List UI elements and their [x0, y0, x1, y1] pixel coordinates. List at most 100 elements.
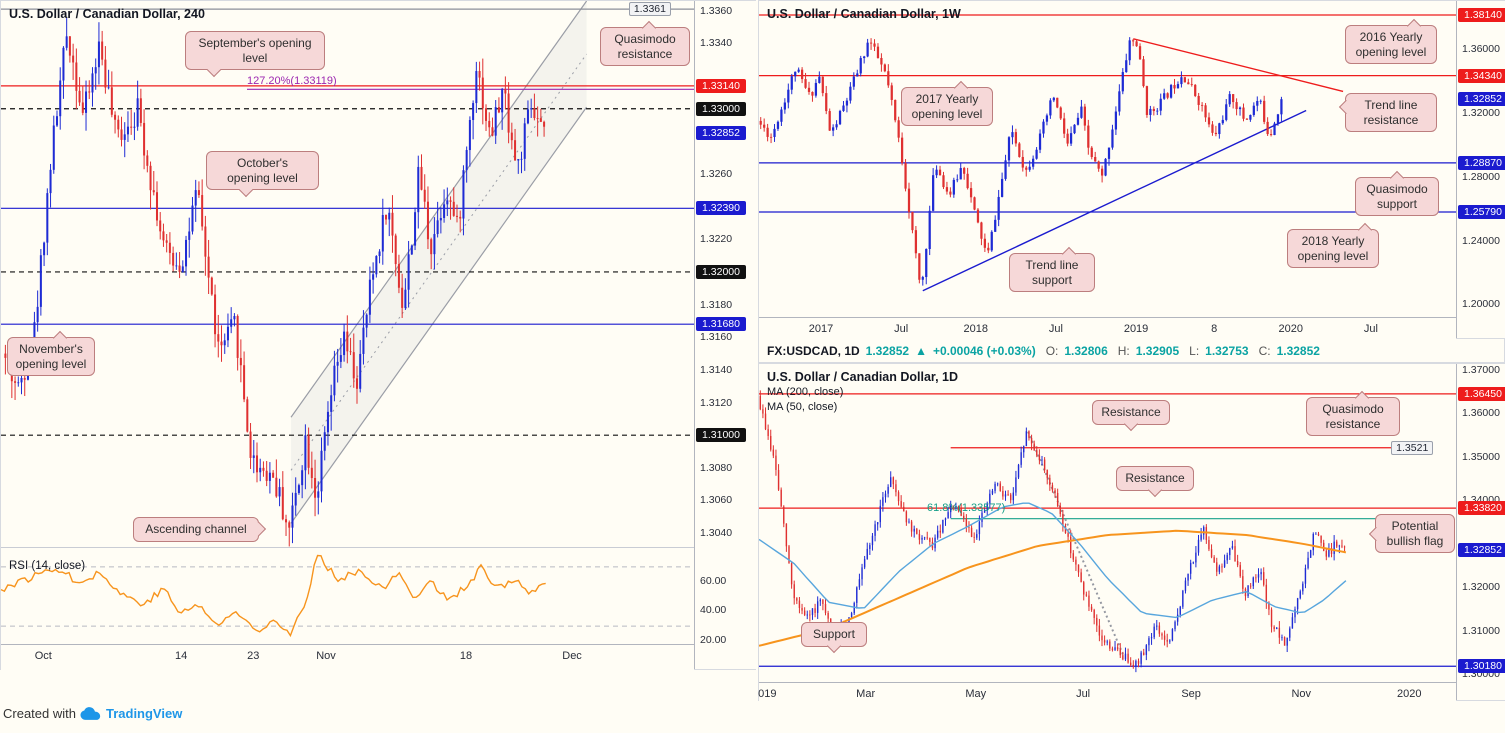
time-axis-daily[interactable]: 019 Mar May Jul Sep Nov 2020: [758, 682, 1456, 701]
price-level-label: 1.32852: [1458, 92, 1505, 107]
price-level-label: 1.38140: [1458, 8, 1505, 22]
rsi-axis-tick: 20.00: [700, 633, 727, 646]
x-axis-label: 2018: [963, 323, 989, 335]
rsi-plot: [1, 554, 694, 638]
annotation-callout[interactable]: Quasimodo resistance: [600, 20, 690, 67]
annotation-callout[interactable]: Potential bullish flag: [1368, 514, 1455, 554]
annotation-text: 2017 Yearly opening level: [911, 92, 983, 121]
time-axis-240[interactable]: Oct 14 23 Nov 18 Dec: [1, 644, 694, 670]
ohlc-close-value: 1.32852: [1276, 343, 1320, 358]
y-axis-tick: 1.3220: [700, 233, 733, 246]
annotation-text: Quasimodo support: [1366, 182, 1428, 211]
annotation-text: 2016 Yearly opening level: [1355, 30, 1427, 59]
fib-level-text: 127.20%(1.33119): [247, 75, 337, 87]
price-level-label: 1.36450: [1458, 386, 1505, 401]
price-scale-240[interactable]: 1.3360 1.3340 1.3260 1.3220 1.3180 1.3160 1.31…: [694, 1, 756, 669]
price-scale-daily[interactable]: 1.370001.360001.350001.340001.320001.310…: [1456, 364, 1505, 700]
x-axis-label: Dec: [562, 650, 582, 662]
price-level-label: 1.31680: [696, 317, 746, 332]
ticker-symbol[interactable]: FX:USDCAD, 1D: [767, 343, 860, 358]
tradingview-brand-link[interactable]: TradingView: [105, 706, 183, 721]
annotation-tail: [1147, 483, 1163, 498]
annotation-text: October's opening level: [227, 156, 298, 185]
x-axis-label: 18: [459, 650, 473, 662]
ma50-legend[interactable]: MA (50, close): [767, 401, 838, 413]
ticker-last-price: 1.32852: [865, 343, 910, 358]
annotation-text: November's opening level: [15, 342, 87, 371]
rsi-pane[interactable]: RSI (14, close): [1, 547, 694, 645]
annotation-text: Quasimodo resistance: [614, 32, 676, 61]
price-scale-weekly[interactable]: 1.36000 1.32000 1.28000 1.24000 1.20000 1.381…: [1456, 1, 1505, 338]
ticker-change: +0.00046 (+0.03%): [932, 343, 1036, 358]
chart-title-daily: U.S. Dollar / Canadian Dollar, 1D: [767, 370, 959, 384]
y-axis-tick: 1.32000: [1462, 581, 1500, 594]
annotation-text: Support: [812, 627, 856, 641]
chart-plot-area-weekly[interactable]: 2017 Yearly opening level 2016 Yearly ope…: [759, 1, 1456, 317]
up-arrow-icon: ▲: [915, 343, 927, 358]
x-axis-label: 2019: [1123, 323, 1149, 335]
annotation-callout[interactable]: Trend line resistance: [1338, 93, 1437, 133]
annotation-tail: [251, 522, 266, 537]
candlestick-chart-240: [1, 1, 694, 547]
ohlc-close-label: C:: [1258, 343, 1271, 358]
x-axis-label: Jul: [1076, 688, 1091, 700]
ohlc-high-label: H:: [1117, 343, 1130, 358]
x-axis-label: Nov: [1291, 688, 1312, 700]
x-axis-label: 2020: [1278, 323, 1304, 335]
annotation-callout[interactable]: Trend line support: [1009, 246, 1095, 293]
annotation-callout[interactable]: September's opening level: [185, 31, 325, 77]
price-level-label: 1.33140: [696, 78, 746, 93]
annotation-callout[interactable]: Quasimodo support: [1355, 170, 1439, 217]
y-axis-tick: 1.3080: [700, 461, 733, 474]
annotation-callout[interactable]: Quasimodo resistance: [1306, 390, 1400, 437]
y-axis-tick: 1.36000: [1462, 43, 1500, 56]
footer-credit: Created with TradingView: [3, 706, 182, 721]
annotation-text: Potential bullish flag: [1386, 519, 1444, 548]
annotation-tail: [1338, 99, 1353, 115]
y-axis-tick: 1.3180: [700, 298, 733, 311]
annotation-tail: [1368, 526, 1383, 541]
chart-plot-area-240[interactable]: 1.3361 127.20%(1.33119) September's openin…: [1, 1, 694, 547]
created-with-text: Created with: [3, 706, 76, 721]
y-axis-tick: 1.20000: [1462, 298, 1500, 311]
price-flag-label: 1.3521: [1391, 440, 1434, 455]
rsi-indicator-label: RSI (14, close): [9, 560, 86, 572]
x-axis-label: Sep: [1181, 688, 1201, 700]
annotation-tail: [1123, 417, 1139, 432]
annotation-callout[interactable]: 2018 Yearly opening level: [1287, 222, 1379, 269]
annotation-text: Resistance: [1101, 405, 1161, 419]
x-axis-label: Jul: [1048, 323, 1063, 335]
annotation-callout[interactable]: Ascending channel: [133, 517, 266, 542]
price-level-label: 1.25790: [1458, 204, 1505, 219]
annotation-callout[interactable]: Resistance: [1116, 466, 1194, 498]
price-level-label: 1.32852: [1458, 543, 1505, 558]
chart-title-weekly: U.S. Dollar / Canadian Dollar, 1W: [767, 7, 961, 21]
tradingview-logo-icon[interactable]: [80, 706, 102, 721]
annotation-callout[interactable]: Resistance: [1092, 400, 1170, 432]
x-axis-label: Jul: [894, 323, 909, 335]
ma200-legend[interactable]: MA (200, close): [767, 386, 844, 398]
price-level-label: 1.30180: [1458, 659, 1505, 674]
x-axis-label: Nov: [316, 650, 336, 662]
annotation-text: Trend line resistance: [1363, 98, 1419, 127]
chart-plot-area-daily[interactable]: 1.3521 61.8%(1.33577) Resistance Quasimodo …: [759, 364, 1456, 682]
annotation-callout[interactable]: October's opening level: [206, 151, 319, 197]
x-axis-label: 019: [758, 688, 777, 700]
annotation-callout[interactable]: Support: [801, 622, 867, 654]
annotation-callout[interactable]: 2016 Yearly opening level: [1345, 18, 1437, 65]
y-axis-tick: 1.3140: [700, 363, 733, 376]
x-axis-label: 2020: [1397, 688, 1422, 700]
x-axis-label: Oct: [34, 650, 52, 662]
annotation-callout[interactable]: 2017 Yearly opening level: [901, 80, 993, 127]
chart-overlay-daily: 1.3521 61.8%(1.33577) Resistance Quasimodo …: [759, 364, 1456, 682]
y-axis-tick: 1.37000: [1462, 363, 1500, 376]
annotation-callout[interactable]: November's opening level: [7, 330, 95, 377]
rsi-axis-tick: 40.00: [700, 604, 727, 617]
time-axis-weekly[interactable]: 2017 Jul 2018 Jul 2019 8 2020 Jul: [759, 317, 1456, 339]
price-level-label: 1.32852: [696, 125, 746, 140]
x-axis-label: 8: [1211, 323, 1218, 335]
annotation-text: 2018 Yearly opening level: [1297, 234, 1369, 263]
ohlc-low-value: 1.32753: [1205, 343, 1249, 358]
annotation-tail: [206, 62, 221, 77]
chart-overlay-weekly: 2017 Yearly opening level 2016 Yearly ope…: [759, 1, 1456, 317]
